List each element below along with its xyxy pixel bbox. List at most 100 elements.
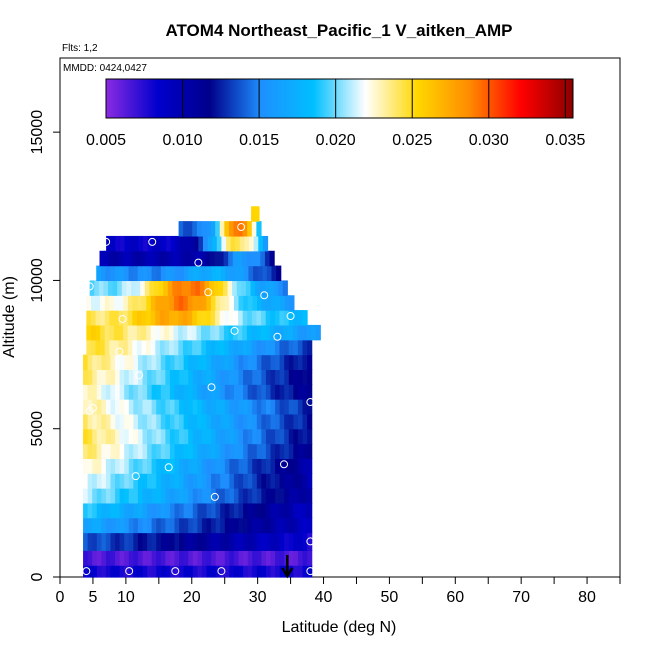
heatmap-cell [133, 354, 139, 370]
heatmap-cell [238, 443, 244, 459]
heatmap-cell [243, 265, 250, 282]
heatmap-cell [133, 517, 139, 534]
heatmap-cell [252, 488, 258, 504]
heatmap-cell [211, 399, 217, 415]
heatmap-cell [127, 295, 134, 311]
heatmap-cell [124, 458, 130, 474]
heatmap-cell [274, 324, 280, 341]
heatmap-cell [115, 443, 121, 459]
heatmap-cell [302, 339, 308, 356]
heatmap-cell [280, 295, 286, 311]
heatmap-cell [183, 517, 189, 534]
heatmap-cell [164, 324, 170, 341]
heatmap-cell [307, 517, 313, 534]
heatmap-cell [183, 443, 189, 459]
heatmap-cell [242, 310, 248, 326]
heatmap-cell [233, 443, 240, 459]
heatmap-cell [261, 517, 267, 534]
heatmap-cell [174, 565, 180, 578]
heatmap-cell [137, 413, 144, 430]
heatmap-cell [115, 502, 121, 519]
heatmap-cell [284, 488, 290, 504]
heatmap-cell [147, 550, 153, 566]
heatmap-cell [197, 488, 203, 504]
heatmap-cell [269, 324, 275, 341]
heatmap-cell [109, 295, 115, 311]
heatmap-cell [192, 550, 198, 566]
heatmap-cell [302, 369, 308, 385]
heatmap-cell [132, 310, 138, 326]
heatmap-cell [90, 339, 97, 356]
heatmap-cell [188, 532, 194, 551]
heatmap-cell [233, 473, 240, 489]
heatmap-cell [270, 339, 276, 356]
heatmap-cell [183, 428, 189, 445]
heatmap-cell [115, 517, 121, 534]
heatmap-cell [183, 473, 189, 489]
flight-point [82, 567, 91, 576]
heatmap-cell [243, 354, 249, 370]
heatmap-cell [279, 413, 285, 430]
heatmap-cell [160, 265, 167, 282]
heatmap-cell [261, 384, 267, 400]
heatmap-cell [288, 339, 294, 356]
heatmap-cell [133, 235, 139, 252]
heatmap-cell [224, 458, 230, 474]
heatmap-cell [108, 250, 114, 267]
heatmap-cell [113, 250, 119, 267]
heatmap-cell [297, 565, 304, 578]
heatmap-cell [224, 295, 230, 311]
flight-point [118, 314, 127, 323]
heatmap-cell [261, 339, 267, 356]
heatmap-cell [173, 310, 179, 326]
heatmap-cell [160, 502, 166, 519]
heatmap-cell [224, 221, 230, 237]
heatmap-cell [238, 354, 244, 370]
heatmap-cell [183, 295, 189, 311]
heatmap-cell [136, 250, 142, 267]
heatmap-cell [136, 339, 143, 356]
heatmap-cell [173, 295, 180, 311]
heatmap-cell [133, 488, 139, 504]
heatmap-cell [256, 550, 262, 566]
heatmap-cell [133, 502, 139, 519]
flight-point [260, 291, 269, 300]
heatmap-cell [275, 458, 281, 474]
colorbar-tick-label: 0.025 [392, 132, 432, 149]
heatmap-cell [169, 413, 176, 430]
heatmap-cell [151, 532, 157, 551]
heatmap-cell [270, 443, 276, 459]
heatmap-cell [239, 235, 246, 252]
heatmap-cell [100, 265, 107, 282]
heatmap-cell [105, 354, 112, 370]
heatmap-cell [104, 295, 111, 311]
heatmap-cell [229, 565, 235, 578]
heatmap-cell [164, 295, 170, 311]
heatmap-cell [165, 565, 171, 578]
heatmap-cell [182, 324, 188, 341]
heatmap-cell [211, 354, 217, 370]
heatmap-cell [87, 458, 93, 474]
heatmap-cell [219, 310, 225, 326]
heatmap-cell [243, 473, 249, 489]
heatmap-cell [206, 488, 212, 504]
x-tick-label: 5 [88, 589, 97, 606]
heatmap-cell [242, 339, 248, 356]
heatmap-cell [83, 565, 89, 578]
heatmap-cell [142, 369, 148, 385]
heatmap-cell [169, 369, 176, 385]
heatmap-cell [105, 413, 112, 430]
heatmap-cell [115, 550, 121, 566]
heatmap-cell [279, 399, 285, 415]
heatmap-cell [122, 250, 128, 267]
heatmap-cell [142, 532, 148, 551]
heatmap-cell [146, 310, 152, 326]
heatmap-cell [297, 369, 304, 385]
heatmap-cell [179, 550, 185, 566]
heatmap-cell [279, 310, 285, 326]
heatmap-cell [127, 250, 133, 267]
flight-point [131, 472, 140, 481]
heatmap-cell [160, 550, 166, 566]
heatmap-cell [247, 458, 253, 474]
heatmap-cell [197, 473, 203, 489]
